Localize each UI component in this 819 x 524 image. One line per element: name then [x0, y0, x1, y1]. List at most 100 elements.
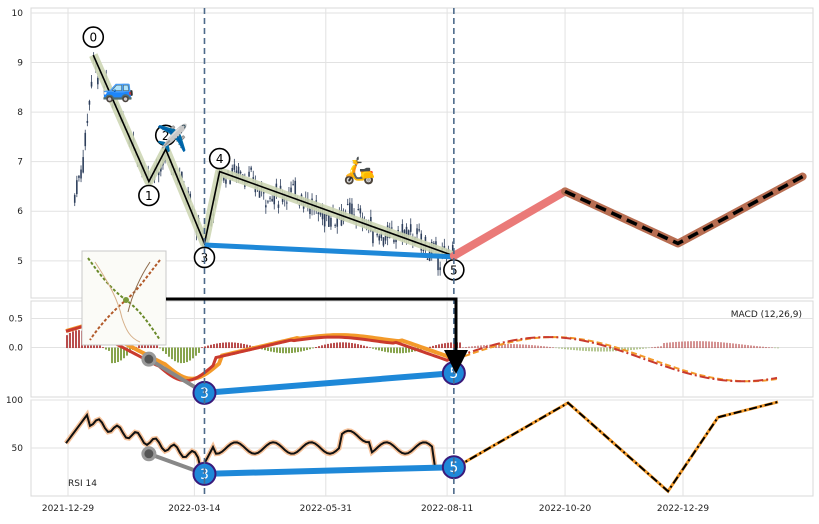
connector-arrow: [166, 297, 468, 374]
macd-bar: [339, 342, 341, 349]
candle-body: [393, 240, 395, 243]
macd-bar: [165, 347, 167, 354]
macd-bar: [399, 347, 401, 354]
macd-bar: [246, 344, 248, 349]
macd-bar: [222, 342, 224, 349]
wave-label-circle: [193, 246, 216, 269]
candle-body: [317, 212, 320, 215]
x-tick-label: 2022-08-11: [421, 504, 473, 514]
macd-bar: [402, 347, 404, 354]
macd-bar: [645, 347, 647, 349]
macd-bar: [228, 342, 230, 349]
macd-bar: [390, 347, 392, 353]
macd-bar: [477, 345, 479, 349]
macd-bar: [537, 345, 539, 349]
macd-bar: [723, 342, 725, 349]
macd-bar: [702, 341, 704, 349]
y-tick-label: 8: [17, 108, 23, 118]
candle-body: [380, 232, 383, 239]
macd-bar: [534, 345, 536, 349]
macd-bar: [435, 345, 437, 349]
macd-bar: [651, 347, 653, 349]
macd-bar: [531, 345, 533, 349]
macd-bar: [405, 347, 407, 353]
macd-bar: [330, 343, 332, 349]
macd-bar: [543, 346, 545, 349]
macd-bar: [771, 347, 773, 349]
macd-bar: [342, 342, 344, 349]
candle-body: [80, 169, 82, 179]
macd-bar: [162, 347, 164, 352]
macd-bar: [504, 344, 506, 349]
candle-body: [248, 171, 250, 177]
wave-label: 3: [201, 251, 209, 265]
macd-bar: [507, 344, 509, 349]
macd-bar: [480, 345, 482, 349]
macd-bar: [291, 347, 293, 353]
macd-bar: [747, 345, 749, 349]
macd-bar: [711, 341, 713, 349]
macd-bar: [345, 342, 347, 349]
macd-bar: [270, 347, 272, 352]
candle-body: [349, 202, 351, 214]
macd-bar: [729, 343, 731, 349]
macd-bar: [327, 343, 329, 349]
y-tick-label: 0.0: [9, 344, 24, 354]
candle-body: [323, 213, 326, 227]
rsi-lines: [63, 400, 779, 494]
candle-body: [225, 179, 227, 184]
candle-body: [405, 226, 408, 238]
macd-bar: [768, 347, 770, 349]
macd-bar: [633, 347, 635, 350]
candle-body: [84, 132, 87, 147]
macd-bar: [102, 347, 104, 349]
wave-label: 2: [162, 129, 170, 143]
forecast-path: [449, 172, 807, 260]
macd-bar: [225, 342, 227, 349]
candle-body: [416, 228, 418, 235]
macd-bar: [588, 347, 590, 352]
macd-bar: [432, 345, 434, 349]
candle-body: [334, 224, 336, 226]
macd-bar: [360, 344, 362, 349]
candle-body: [409, 224, 412, 232]
macd-bar: [762, 346, 764, 349]
macd-lines: [65, 322, 778, 383]
macd-bar: [333, 342, 335, 349]
macd-bar: [516, 344, 518, 349]
macd-bar: [597, 347, 599, 352]
macd-bar: [108, 347, 110, 351]
macd-bar: [72, 331, 74, 349]
macd-bar: [408, 347, 410, 353]
macd-bar: [300, 347, 302, 352]
candle-body: [239, 171, 242, 174]
macd-bar: [450, 342, 452, 349]
macd-bar: [105, 347, 107, 350]
macd-bar: [630, 347, 632, 351]
macd-bar: [669, 342, 671, 349]
wave-count-line: 012345: [82, 26, 465, 281]
x-tick-label: 2022-03-14: [168, 504, 221, 514]
price-divergence-line: [204, 242, 454, 260]
candle-body: [376, 233, 378, 236]
macd-bar: [348, 342, 350, 349]
macd-bar: [156, 345, 158, 349]
macd-bar: [111, 347, 113, 364]
candle-body: [372, 229, 374, 244]
macd-bar: [774, 347, 776, 349]
wave-label: 1: [145, 189, 153, 203]
macd-bar: [561, 347, 563, 349]
emoji-markers: 🚙 ✈️ 🛵: [102, 74, 375, 186]
candle-body: [86, 120, 89, 123]
y-tick-label: 10: [12, 9, 24, 19]
candle-body: [97, 77, 99, 85]
wave-label: 4: [216, 152, 224, 166]
macd-bar: [279, 347, 281, 354]
macd-bar: [453, 342, 455, 349]
macd-bar: [741, 344, 743, 349]
macd-bar: [306, 347, 308, 351]
macd-bar: [579, 347, 581, 351]
macd-bar: [378, 347, 380, 351]
macd-bar: [744, 344, 746, 349]
candle-body: [229, 180, 231, 184]
